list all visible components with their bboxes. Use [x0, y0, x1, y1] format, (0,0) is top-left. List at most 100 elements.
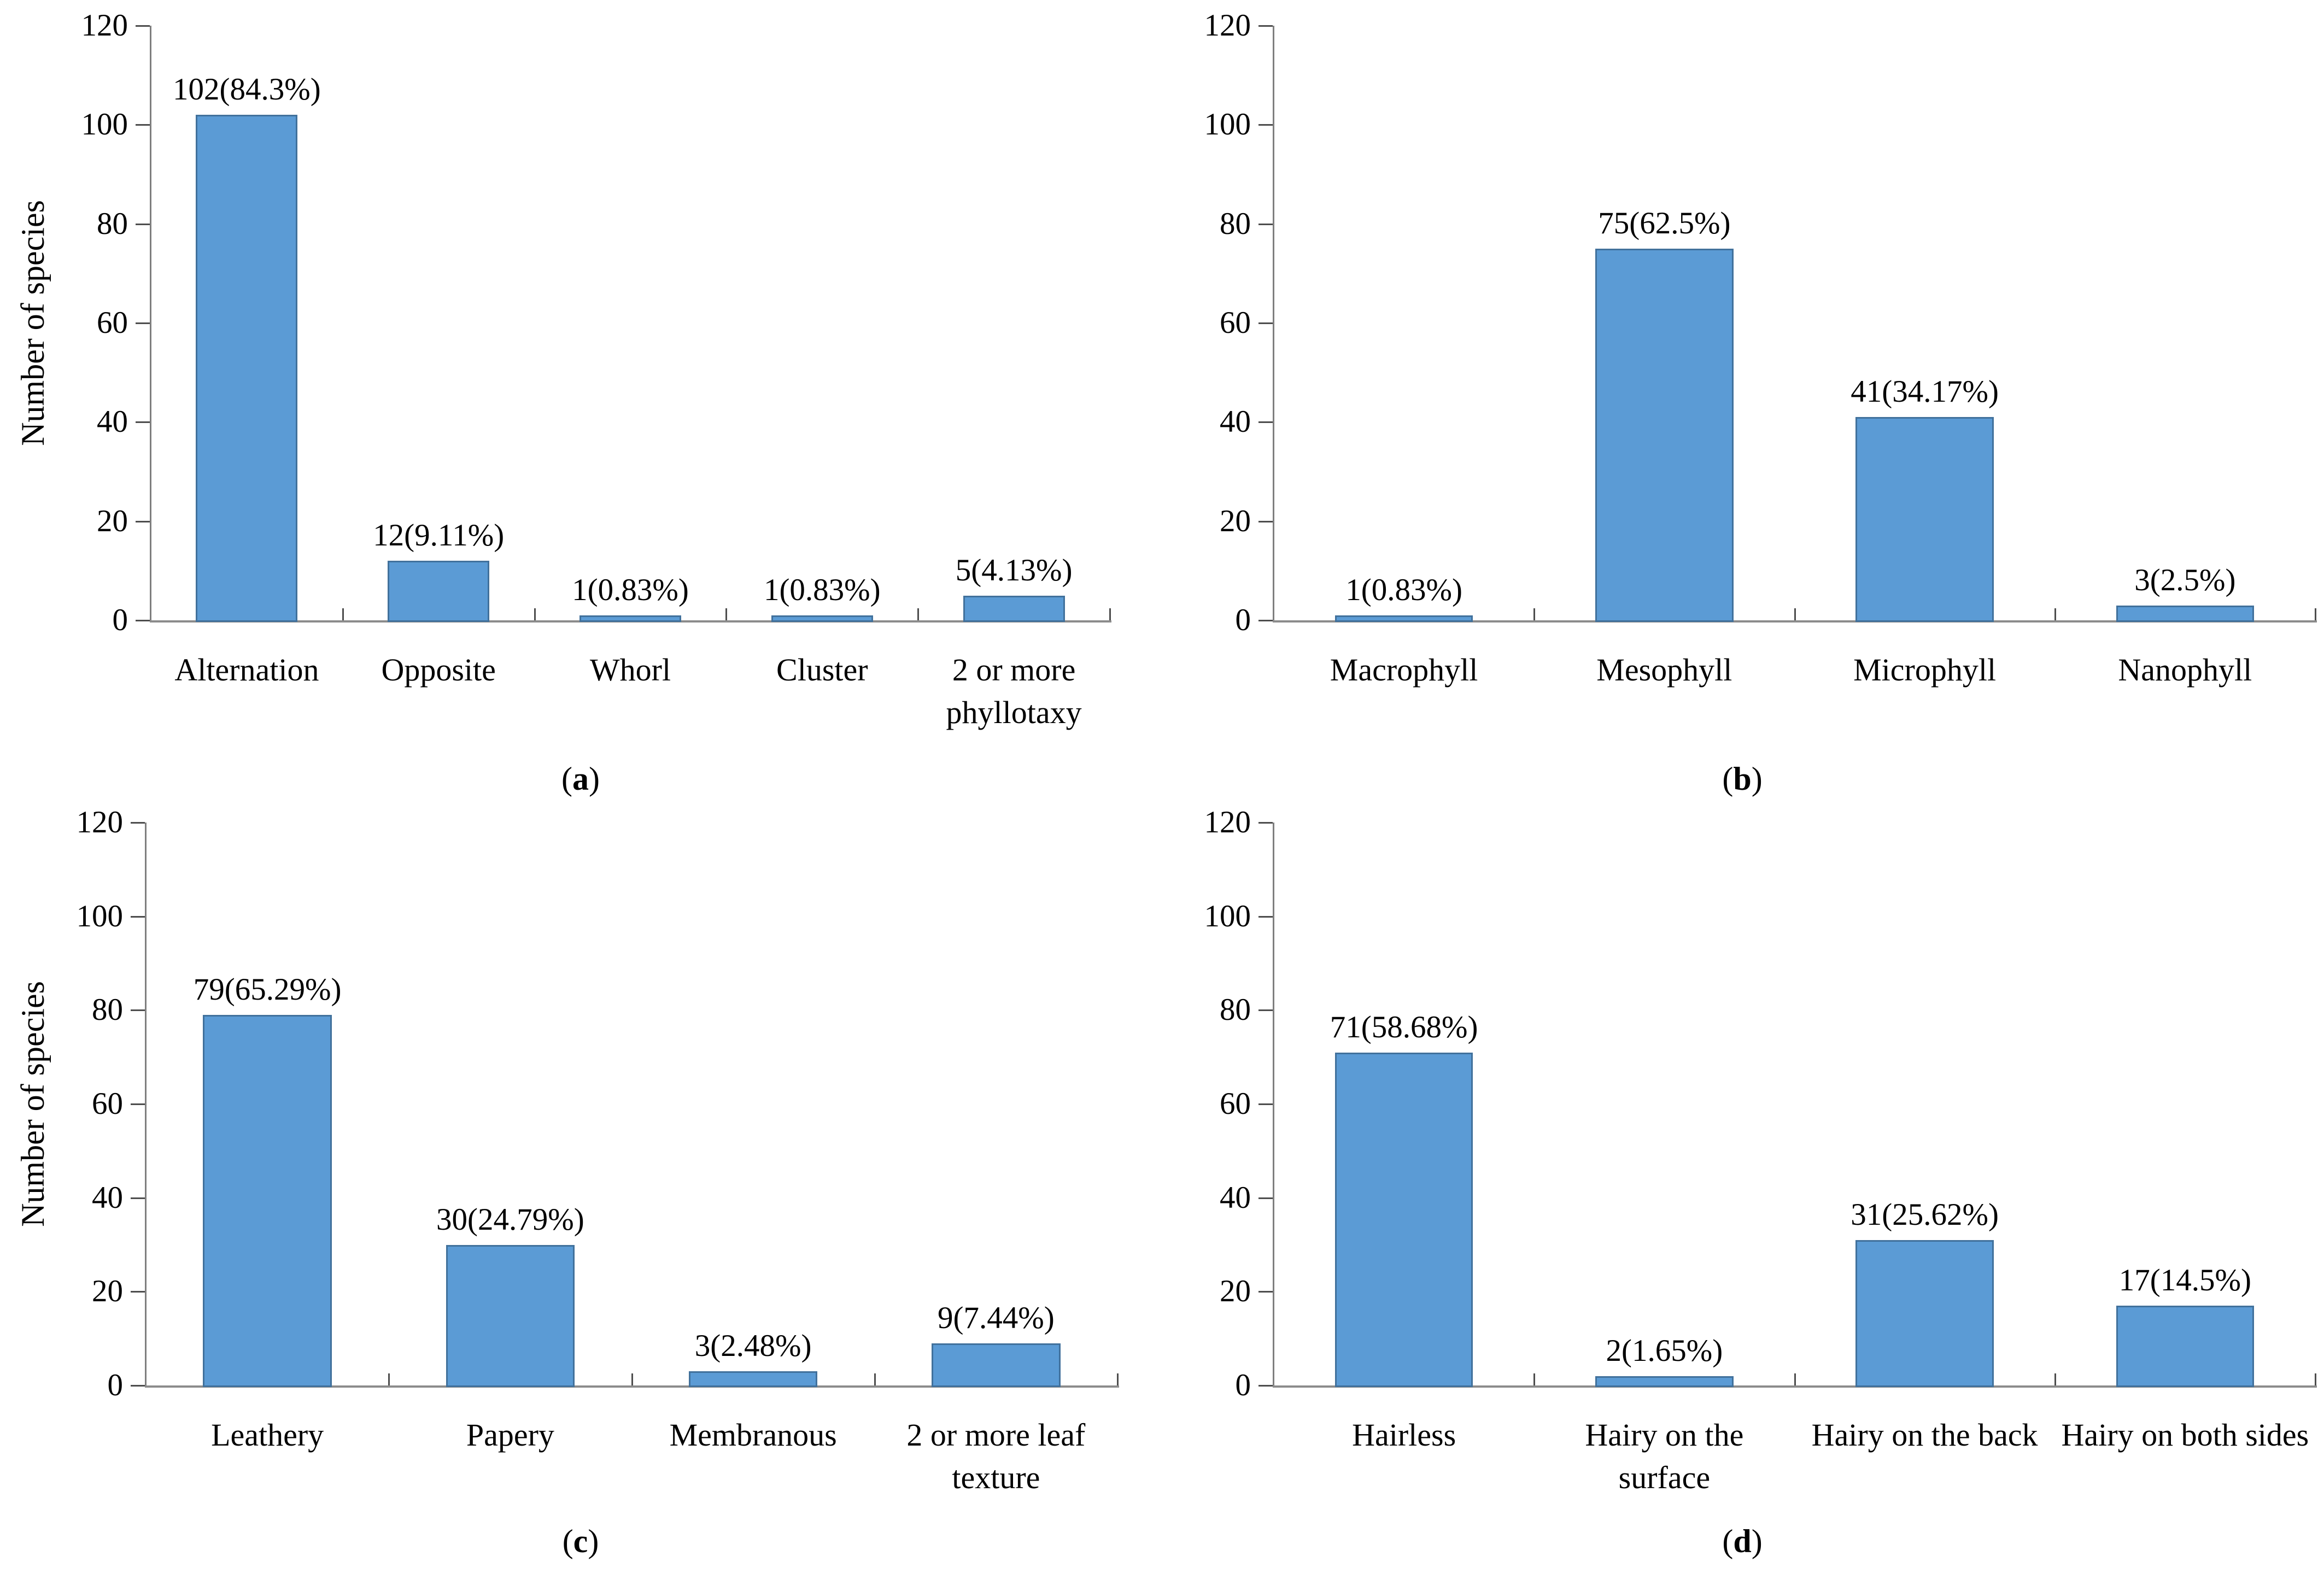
- x-category-label: Hairy on both sides: [2061, 1417, 2309, 1453]
- y-tick-label: 40: [1220, 1180, 1251, 1215]
- bar-opposite: [388, 561, 490, 622]
- y-tick-label: 60: [1220, 1086, 1251, 1121]
- y-tick-label: 80: [1220, 992, 1251, 1027]
- bar-value-label: 12(9.11%): [373, 518, 505, 553]
- x-boundary-tick: [1533, 608, 1536, 620]
- x-axis-line: [145, 1385, 1119, 1388]
- bar-2-or-more-phyllotaxy: [963, 595, 1065, 622]
- y-tick-mark: [1258, 822, 1273, 824]
- y-tick-label: 20: [97, 503, 128, 538]
- y-axis-line: [1273, 823, 1274, 1388]
- y-tick-label: 80: [97, 206, 128, 241]
- bar-value-label: 3(2.5%): [2134, 562, 2236, 597]
- y-tick-label: 100: [81, 107, 128, 142]
- bar-whorl: [579, 615, 681, 622]
- bar-value-label: 2(1.65%): [1606, 1333, 1723, 1368]
- y-tick-label: 40: [92, 1180, 123, 1215]
- x-category-label: Whorl: [589, 652, 671, 688]
- x-category-label: Hairy on the surface: [1585, 1417, 1744, 1495]
- y-tick-label: 100: [1204, 898, 1251, 933]
- y-tick-label: 20: [1220, 503, 1251, 538]
- bar-value-label: 102(84.3%): [173, 72, 321, 107]
- y-tick-mark: [136, 223, 150, 225]
- panel-a: Number of species 120 100 80 60 40 20 0 102(84.3…: [0, 0, 1162, 797]
- y-tick-label: 60: [97, 306, 128, 340]
- y-tick-mark: [136, 520, 150, 522]
- x-axis-line: [1273, 1385, 2317, 1388]
- y-tick-label: 80: [92, 992, 123, 1027]
- y-tick-label: 60: [1220, 306, 1251, 340]
- y-tick-mark: [131, 1009, 145, 1012]
- bar-value-label: 5(4.13%): [955, 553, 1073, 588]
- bar-hairless: [1334, 1052, 1473, 1387]
- x-boundary-tick: [1794, 1373, 1796, 1385]
- bar-value-label: 17(14.5%): [2118, 1263, 2251, 1298]
- y-tick-mark: [136, 124, 150, 126]
- x-boundary-tick: [388, 1373, 390, 1385]
- y-tick-mark: [131, 1103, 145, 1105]
- y-tick-mark: [136, 25, 150, 27]
- y-tick-label: 120: [1204, 8, 1251, 43]
- y-tick-mark: [131, 915, 145, 918]
- x-boundary-tick: [2315, 1373, 2316, 1385]
- y-tick-mark: [1258, 1009, 1273, 1012]
- bar-alternation: [196, 115, 298, 622]
- x-category-label: Papery: [466, 1417, 554, 1453]
- x-boundary-tick: [2054, 1373, 2056, 1385]
- x-boundary-tick: [631, 1373, 633, 1385]
- bar-membranous: [688, 1371, 818, 1387]
- y-tick-label: 80: [1220, 206, 1251, 241]
- y-tick-mark: [1258, 322, 1273, 324]
- x-boundary-tick: [874, 1373, 876, 1385]
- y-tick-mark: [131, 822, 145, 824]
- bar-value-label: 1(0.83%): [763, 572, 881, 607]
- bar-hairy-on-the-surface: [1595, 1376, 1734, 1387]
- bar-leathery: [203, 1014, 332, 1387]
- bar-cluster: [771, 615, 873, 622]
- bar-value-label: 71(58.68%): [1330, 1009, 1478, 1044]
- x-boundary-tick: [725, 608, 728, 620]
- y-tick-label: 0: [1235, 1368, 1251, 1402]
- y-tick-mark: [136, 322, 150, 324]
- y-tick-mark: [131, 1197, 145, 1199]
- y-tick-mark: [1258, 1291, 1273, 1293]
- y-tick-label: 0: [1235, 603, 1251, 637]
- y-tick-mark: [131, 1385, 145, 1387]
- bar-value-label: 30(24.79%): [436, 1202, 584, 1237]
- y-tick-label: 40: [1220, 404, 1251, 439]
- panel-b: 120 100 80 60 40 20 0 1(0.83%) Macrophyll 75(62.5…: [1162, 0, 2323, 797]
- panel-c: Number of species 120 100 80 60 40 20 0 79(65.29…: [0, 787, 1162, 1574]
- y-tick-label: 40: [97, 404, 128, 439]
- bar-value-label: 75(62.5%): [1598, 206, 1731, 240]
- bar-microphyll: [1855, 417, 1994, 622]
- y-tick-mark: [1258, 915, 1273, 918]
- y-tick-label: 0: [107, 1368, 124, 1402]
- bar-hairy-on-the-back: [1855, 1240, 1994, 1387]
- panel-caption-letter: a: [572, 761, 589, 797]
- panel-caption: (b): [1722, 761, 1763, 797]
- panel-caption: (c): [562, 1523, 599, 1559]
- bar-value-label: 3(2.48%): [694, 1329, 812, 1364]
- y-tick-mark: [1258, 620, 1273, 621]
- y-axis-line: [1273, 26, 1274, 622]
- x-boundary-tick: [1533, 1373, 1536, 1385]
- bar-value-label: 1(0.83%): [1345, 572, 1462, 607]
- y-axis-line: [145, 823, 147, 1388]
- panel-caption-letter: d: [1733, 1523, 1752, 1559]
- y-tick-mark: [1258, 1385, 1273, 1387]
- y-tick-mark: [1258, 25, 1273, 27]
- bar-2-or-more-leaf-texture: [932, 1343, 1061, 1387]
- bar-macrophyll: [1334, 615, 1473, 622]
- y-tick-label: 120: [76, 805, 124, 839]
- panel-d: 120 100 80 60 40 20 0 71(58.68%) Hairless 2(1.65%…: [1162, 787, 2323, 1574]
- panel-caption-letter: c: [573, 1523, 588, 1559]
- x-category-label: Leathery: [211, 1417, 324, 1453]
- x-boundary-tick: [1117, 1373, 1119, 1385]
- y-tick-mark: [136, 421, 150, 424]
- y-tick-mark: [1258, 1103, 1273, 1105]
- y-tick-mark: [1258, 421, 1273, 424]
- y-tick-mark: [131, 1291, 145, 1293]
- x-category-label: Alternation: [174, 652, 319, 688]
- x-boundary-tick: [2315, 608, 2316, 620]
